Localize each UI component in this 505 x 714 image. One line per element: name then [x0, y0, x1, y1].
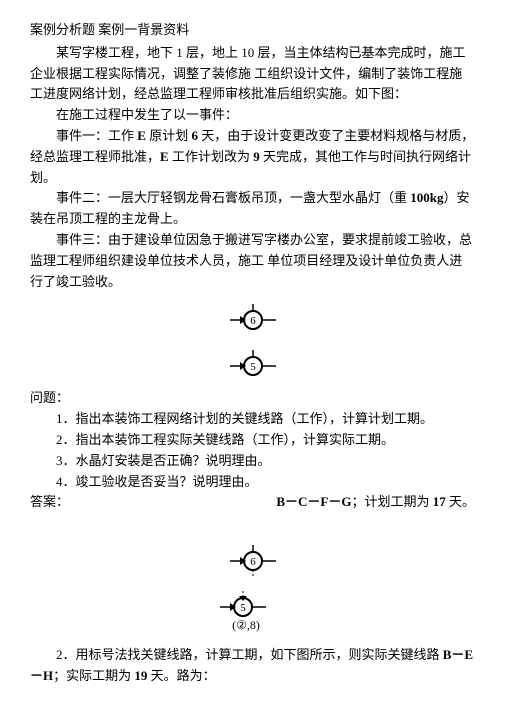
- question-3: 3．水晶灯安装是否正确？说明理由。: [30, 451, 475, 472]
- text: 事件一：工作: [56, 128, 137, 143]
- text-bold: E: [137, 128, 146, 143]
- text-bold: 100kg: [410, 190, 443, 205]
- text: 天。路为：: [147, 668, 215, 683]
- answer-row: 答案： B－C－F－G；计划工期为 17 天。: [30, 492, 475, 513]
- text: ；实际工期为: [53, 668, 134, 683]
- node-5b-svg: 5 (②,8): [218, 589, 288, 635]
- text: ；计划工期为: [351, 494, 432, 509]
- text-bold: 19: [134, 668, 147, 683]
- paragraph-2: 在施工过程中发生了以一事件：: [30, 105, 475, 126]
- node-6b-svg: 6: [228, 543, 278, 579]
- paragraph-event1: 事件一：工作 E 原计划 6 天，由于设计变更改变了主要材料规格与材质，经总监理…: [30, 126, 475, 188]
- diagram-node-6b: 6: [30, 543, 475, 579]
- questions-label: 问题：: [30, 388, 475, 409]
- node-5a-svg: 5: [228, 348, 278, 378]
- diagram-node-5b: 5 (②,8): [30, 589, 475, 635]
- answer-2: 2．用标号法找关键线路，计算工期，如下图所示，则实际关键线路 B－E－H；实际工…: [30, 645, 475, 687]
- node-6b-label: 6: [250, 556, 256, 568]
- question-1: 1．指出本装饰工程网络计划的关键线路（工作），计算计划工期。: [30, 409, 475, 430]
- diagram-node-6: 6: [30, 302, 475, 338]
- diagram-node-5a: 5: [30, 348, 475, 378]
- paragraph-1: 某写字楼工程，地下 1 层，地上 10 层，当主体结构已基本完成时，施工企业根据…: [30, 43, 475, 105]
- text: 事件二：一层大厅轻钢龙骨石膏板吊顶，一盏大型水晶灯（重: [56, 190, 410, 205]
- paragraph-event2: 事件二：一层大厅轻钢龙骨石膏板吊顶，一盏大型水晶灯（重 100kg）安装在吊顶工…: [30, 188, 475, 230]
- paragraph-event3: 事件三：由于建设单位因急于搬进写字楼办公室，要求提前竣工验收，总监理工程师组织建…: [30, 230, 475, 292]
- text-bold: B－C－F－G: [276, 494, 351, 509]
- text: 工作计划改为: [169, 149, 254, 164]
- node-5a-label: 5: [250, 361, 256, 373]
- text: 原计划: [146, 128, 192, 143]
- node-6-label: 6: [250, 315, 256, 327]
- question-4: 4．竣工验收是否妥当？说明理由。: [30, 472, 475, 493]
- text: 2．用标号法找关键线路，计算工期，如下图所示，则实际关键线路: [56, 647, 440, 662]
- answer-label: 答案：: [30, 492, 69, 513]
- text-bold: 17: [433, 494, 446, 509]
- node-5b-label: 5: [240, 602, 246, 614]
- answer-1-text: B－C－F－G；计划工期为 17 天。: [276, 492, 475, 513]
- text: 天。: [446, 494, 475, 509]
- node-5b-sublabel: (②,8): [232, 618, 260, 632]
- question-2: 2．指出本装饰工程实际关键线路（工作），计算实际工期。: [30, 430, 475, 451]
- page-title: 案例分析题 案例一背景资料: [30, 20, 475, 41]
- node-6-svg: 6: [228, 302, 278, 338]
- text-bold: E: [160, 149, 169, 164]
